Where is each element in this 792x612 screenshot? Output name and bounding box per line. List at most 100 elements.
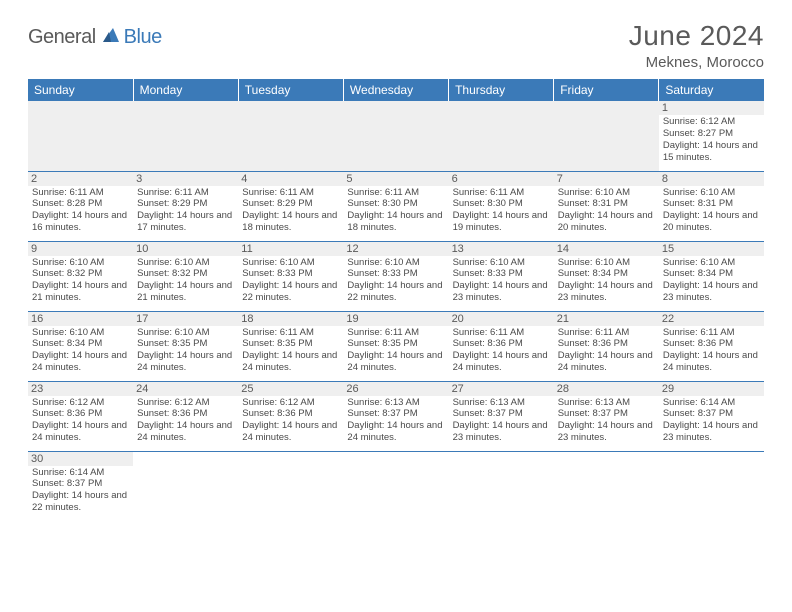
day-number: 16: [28, 312, 133, 326]
calendar-day-cell: 11Sunrise: 6:10 AMSunset: 8:33 PMDayligh…: [238, 241, 343, 311]
calendar-day-cell: 17Sunrise: 6:10 AMSunset: 8:35 PMDayligh…: [133, 311, 238, 381]
daylight-line: Daylight: 14 hours and 20 minutes.: [663, 210, 760, 234]
daylight-line: Daylight: 14 hours and 15 minutes.: [663, 140, 760, 164]
daylight-line: Daylight: 14 hours and 24 minutes.: [242, 420, 339, 444]
calendar-day-cell: 20Sunrise: 6:11 AMSunset: 8:36 PMDayligh…: [449, 311, 554, 381]
daylight-line: Daylight: 14 hours and 24 minutes.: [137, 350, 234, 374]
sunrise-line: Sunrise: 6:13 AM: [347, 397, 444, 409]
day-number: 19: [343, 312, 448, 326]
brand-part2: Blue: [124, 26, 162, 49]
daylight-line: Daylight: 14 hours and 23 minutes.: [453, 420, 550, 444]
day-number: 22: [659, 312, 764, 326]
sunset-line: Sunset: 8:37 PM: [663, 408, 760, 420]
sunset-line: Sunset: 8:35 PM: [347, 338, 444, 350]
brand-sail-icon: [101, 26, 121, 49]
sunset-line: Sunset: 8:34 PM: [32, 338, 129, 350]
day-number: 25: [238, 382, 343, 396]
weekday-header: Wednesday: [343, 79, 448, 101]
day-number: 8: [659, 172, 764, 186]
title-block: June 2024 Meknes, Morocco: [629, 20, 764, 71]
daylight-line: Daylight: 14 hours and 21 minutes.: [137, 280, 234, 304]
sunset-line: Sunset: 8:34 PM: [663, 268, 760, 280]
day-number: 29: [659, 382, 764, 396]
sunrise-line: Sunrise: 6:11 AM: [558, 327, 655, 339]
calendar-day-cell: 9Sunrise: 6:10 AMSunset: 8:32 PMDaylight…: [28, 241, 133, 311]
calendar-week-row: 23Sunrise: 6:12 AMSunset: 8:36 PMDayligh…: [28, 381, 764, 451]
sunset-line: Sunset: 8:36 PM: [137, 408, 234, 420]
sunrise-line: Sunrise: 6:10 AM: [32, 257, 129, 269]
sunset-line: Sunset: 8:35 PM: [242, 338, 339, 350]
day-number: 24: [133, 382, 238, 396]
location-label: Meknes, Morocco: [629, 54, 764, 71]
day-number: 23: [28, 382, 133, 396]
day-number: 5: [343, 172, 448, 186]
sunset-line: Sunset: 8:36 PM: [453, 338, 550, 350]
day-number: 27: [449, 382, 554, 396]
calendar-day-cell: [133, 451, 238, 521]
day-number: 9: [28, 242, 133, 256]
day-number: 12: [343, 242, 448, 256]
calendar-week-row: 16 Sunrise: 6:10 AM Sunset: 8:34 PM Dayligh…: [28, 311, 764, 381]
sunset-line: Sunset: 8:29 PM: [137, 198, 234, 210]
daylight-line: Daylight: 14 hours and 24 minutes.: [347, 350, 444, 374]
day-number: 6: [449, 172, 554, 186]
daylight-line: Daylight: 14 hours and 24 minutes.: [32, 420, 129, 444]
sunset-line: Sunset: 8:37 PM: [558, 408, 655, 420]
day-number: 17: [133, 312, 238, 326]
calendar-day-cell: 15Sunrise: 6:10 AMSunset: 8:34 PMDayligh…: [659, 241, 764, 311]
sunrise-line: Sunrise: 6:10 AM: [242, 257, 339, 269]
sunset-line: Sunset: 8:37 PM: [347, 408, 444, 420]
calendar-day-cell: [28, 101, 133, 171]
calendar-body: 1Sunrise: 6:12 AMSunset: 8:27 PMDaylight…: [28, 101, 764, 521]
calendar-day-cell: 26Sunrise: 6:13 AMSunset: 8:37 PMDayligh…: [343, 381, 448, 451]
sunset-line: Sunset: 8:31 PM: [558, 198, 655, 210]
sunrise-line: Sunrise: 6:11 AM: [32, 187, 129, 199]
sunrise-line: Sunrise: 6:10 AM: [453, 257, 550, 269]
calendar-day-cell: [343, 451, 448, 521]
sunset-line: Sunset: 8:36 PM: [32, 408, 129, 420]
sunset-line: Sunset: 8:33 PM: [242, 268, 339, 280]
day-number: 20: [449, 312, 554, 326]
day-number: 14: [554, 242, 659, 256]
sunrise-line: Sunrise: 6:11 AM: [347, 327, 444, 339]
sunset-line: Sunset: 8:33 PM: [453, 268, 550, 280]
daylight-line: Daylight: 14 hours and 20 minutes.: [558, 210, 655, 234]
daylight-line: Daylight: 14 hours and 18 minutes.: [242, 210, 339, 234]
weekday-header: Thursday: [449, 79, 554, 101]
day-number: 18: [238, 312, 343, 326]
sunset-line: Sunset: 8:36 PM: [242, 408, 339, 420]
page-header: General Blue June 2024 Meknes, Morocco: [28, 20, 764, 71]
day-number: 2: [28, 172, 133, 186]
sunrise-line: Sunrise: 6:10 AM: [137, 327, 234, 339]
sunrise-line: Sunrise: 6:14 AM: [32, 467, 129, 479]
daylight-line: Daylight: 14 hours and 23 minutes.: [663, 280, 760, 304]
calendar-day-cell: 18Sunrise: 6:11 AMSunset: 8:35 PMDayligh…: [238, 311, 343, 381]
daylight-line: Daylight: 14 hours and 22 minutes.: [347, 280, 444, 304]
day-number: 13: [449, 242, 554, 256]
calendar-day-cell: 1Sunrise: 6:12 AMSunset: 8:27 PMDaylight…: [659, 101, 764, 171]
calendar-day-cell: 4Sunrise: 6:11 AMSunset: 8:29 PMDaylight…: [238, 171, 343, 241]
sunset-line: Sunset: 8:35 PM: [137, 338, 234, 350]
daylight-line: Daylight: 14 hours and 17 minutes.: [137, 210, 234, 234]
sunset-line: Sunset: 8:31 PM: [663, 198, 760, 210]
calendar-week-row: 1Sunrise: 6:12 AMSunset: 8:27 PMDaylight…: [28, 101, 764, 171]
calendar-day-cell: 25Sunrise: 6:12 AMSunset: 8:36 PMDayligh…: [238, 381, 343, 451]
calendar-day-cell: [659, 451, 764, 521]
sunrise-line: Sunrise: 6:13 AM: [453, 397, 550, 409]
sunrise-line: Sunrise: 6:14 AM: [663, 397, 760, 409]
sunrise-line: Sunrise: 6:10 AM: [558, 187, 655, 199]
calendar-day-cell: 6Sunrise: 6:11 AMSunset: 8:30 PMDaylight…: [449, 171, 554, 241]
sunset-line: Sunset: 8:37 PM: [32, 478, 129, 490]
calendar-day-cell: [554, 451, 659, 521]
daylight-line: Daylight: 14 hours and 23 minutes.: [558, 420, 655, 444]
calendar-day-cell: [343, 101, 448, 171]
day-number: 21: [554, 312, 659, 326]
calendar-day-cell: [133, 101, 238, 171]
sunrise-line: Sunrise: 6:11 AM: [663, 327, 760, 339]
sunrise-line: Sunrise: 6:10 AM: [558, 257, 655, 269]
calendar-day-cell: [238, 101, 343, 171]
calendar-week-row: 30Sunrise: 6:14 AMSunset: 8:37 PMDayligh…: [28, 451, 764, 521]
sunrise-line: Sunrise: 6:11 AM: [453, 187, 550, 199]
sunrise-line: Sunrise: 6:10 AM: [663, 187, 760, 199]
sunrise-line: Sunrise: 6:11 AM: [453, 327, 550, 339]
